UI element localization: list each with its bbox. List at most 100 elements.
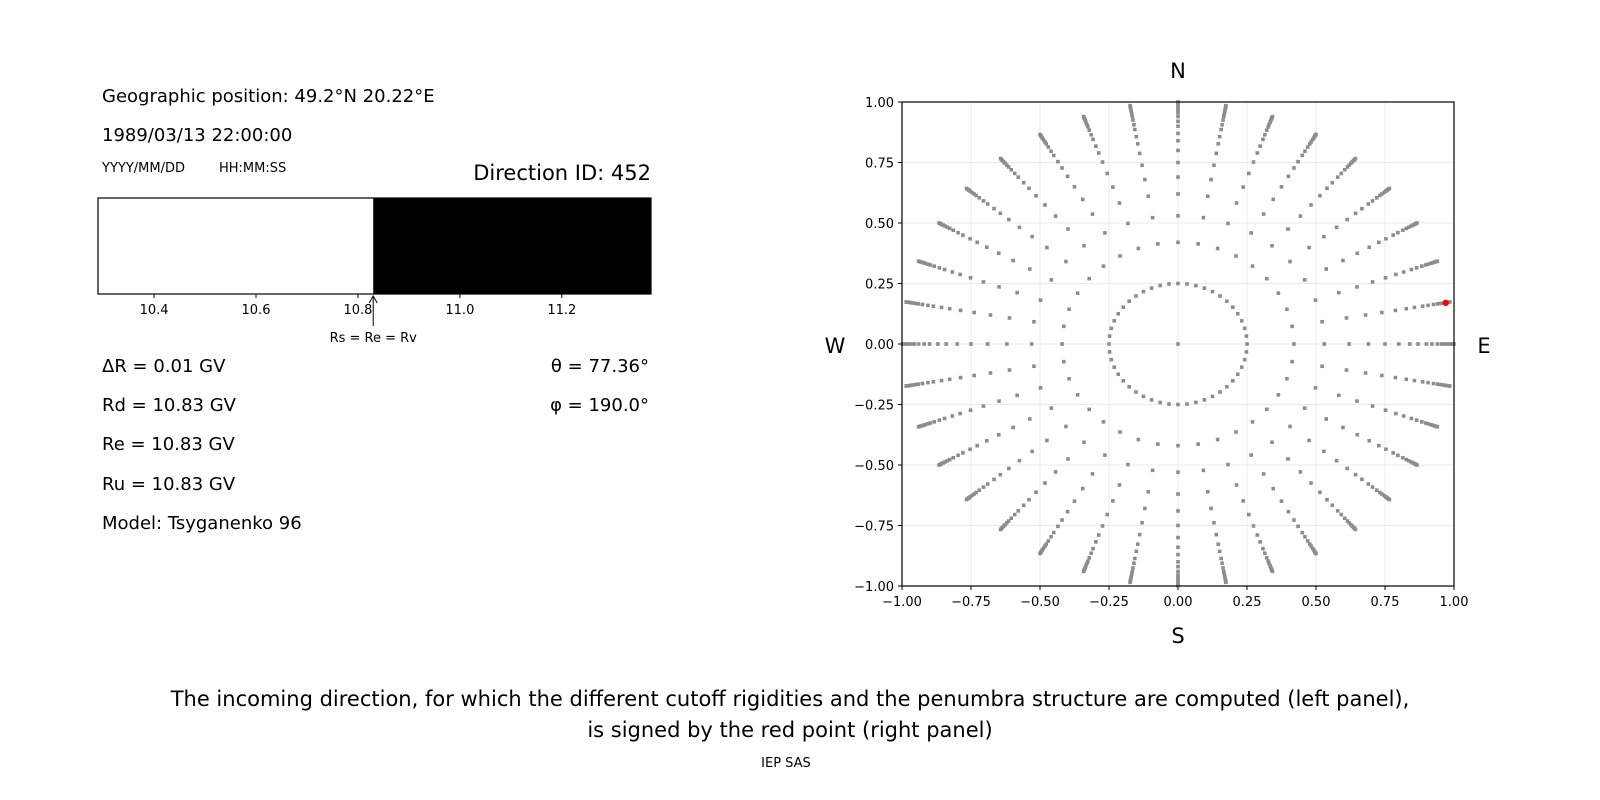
direction-point xyxy=(1176,470,1180,475)
direction-point xyxy=(1130,569,1135,574)
direction-point xyxy=(1353,211,1358,216)
direction-point xyxy=(1038,551,1042,556)
direction-point xyxy=(1201,215,1206,220)
direction-point xyxy=(1196,442,1200,446)
direction-point xyxy=(964,497,969,502)
direction-point xyxy=(1335,509,1340,513)
direction-point xyxy=(1216,542,1221,546)
direction-point xyxy=(1117,483,1122,487)
direction-point xyxy=(1028,267,1032,271)
direction-point xyxy=(969,342,973,346)
direction-point xyxy=(1176,342,1180,346)
direction-point xyxy=(1086,125,1090,129)
direction-point xyxy=(1062,324,1066,329)
direction-point xyxy=(1045,438,1049,443)
direction-point xyxy=(1270,440,1274,445)
direction-point xyxy=(923,261,927,266)
direction-point xyxy=(1209,506,1213,511)
direction-point xyxy=(1235,372,1240,377)
direction-point xyxy=(950,270,955,274)
direction-point xyxy=(1286,174,1291,179)
direction-point xyxy=(1393,308,1398,313)
direction-point xyxy=(1320,364,1324,369)
direction-point xyxy=(947,457,952,462)
caption-line-2: is signed by the red point (right panel) xyxy=(587,718,993,742)
direction-point xyxy=(1149,398,1154,402)
direction-point xyxy=(1146,194,1151,199)
direction-point xyxy=(1209,177,1213,182)
x-tick-label: −0.25 xyxy=(1089,595,1129,610)
direction-point xyxy=(928,263,933,267)
direction-point xyxy=(1109,357,1114,362)
phi-value: φ = 190.0° xyxy=(550,395,649,416)
direction-point xyxy=(968,275,973,280)
direction-point xyxy=(928,421,933,425)
direction-point xyxy=(1105,512,1110,517)
direction-point xyxy=(1387,497,1392,502)
direction-point xyxy=(1409,460,1413,464)
direction-point xyxy=(1072,499,1077,503)
direction-point xyxy=(1339,512,1344,517)
direction-point xyxy=(939,305,944,310)
direction-point xyxy=(1052,530,1056,535)
direction-point xyxy=(1116,311,1121,316)
direction-point xyxy=(1176,131,1180,136)
direction-point xyxy=(1149,286,1154,290)
direction-point xyxy=(1307,245,1311,250)
direction-point xyxy=(1049,278,1054,282)
direction-point xyxy=(1366,482,1371,486)
direction-point xyxy=(925,262,930,266)
direction-point xyxy=(1431,260,1435,265)
x-tick-label: 0.00 xyxy=(1164,595,1193,610)
direction-point xyxy=(1176,578,1180,582)
direction-point xyxy=(1430,342,1434,346)
direction-point xyxy=(1429,261,1433,266)
direction-point xyxy=(1300,530,1304,535)
direction-point xyxy=(1222,574,1227,579)
direction-scatter-chart: −1.00−1.00 −0.75 −0.75 −0.50 −0.50 −0.25 −0.25… xyxy=(825,59,1491,648)
y-tick-label: 0.50 xyxy=(865,217,894,232)
direction-point xyxy=(1126,462,1130,467)
penumbra-segment xyxy=(98,198,374,294)
x-tick-label: 1.00 xyxy=(1440,595,1469,610)
direction-point xyxy=(1448,300,1452,304)
direction-point xyxy=(1261,546,1265,551)
direction-point xyxy=(1435,424,1440,429)
direction-point xyxy=(1121,379,1126,383)
direction-point xyxy=(1380,192,1384,196)
direction-point xyxy=(981,280,986,284)
direction-point xyxy=(909,300,913,305)
direction-point xyxy=(1341,258,1345,263)
direction-point xyxy=(1053,470,1058,474)
direction-point xyxy=(1034,490,1038,495)
direction-point xyxy=(1290,324,1294,329)
direction-point xyxy=(1318,490,1322,495)
direction-point xyxy=(1185,402,1189,406)
direction-point xyxy=(1334,458,1339,463)
direction-point xyxy=(1396,453,1400,458)
direction-point xyxy=(937,266,942,270)
ru-value: Ru = 10.83 GV xyxy=(102,474,236,495)
direction-point xyxy=(984,439,989,443)
direction-point xyxy=(1404,306,1409,311)
direction-point xyxy=(1012,512,1017,517)
direction-point xyxy=(958,411,962,416)
direction-point xyxy=(1396,230,1400,235)
direction-point xyxy=(1210,394,1215,399)
direction-point xyxy=(1309,481,1313,485)
direction-point xyxy=(1429,422,1433,427)
direction-point xyxy=(1230,305,1235,309)
direction-point xyxy=(904,300,908,304)
direction-point xyxy=(1355,285,1359,289)
direction-point xyxy=(937,463,941,467)
direction-point xyxy=(1196,242,1200,246)
direction-point xyxy=(1224,580,1228,585)
x-tick-label: 11.2 xyxy=(547,303,576,318)
direction-point xyxy=(1007,217,1011,222)
y-tick-label: −1.00 xyxy=(854,580,894,595)
direction-point xyxy=(1134,549,1139,554)
direction-point xyxy=(1049,406,1054,410)
direction-point xyxy=(1394,411,1398,416)
direction-point xyxy=(1391,451,1395,455)
direction-point xyxy=(1344,316,1349,320)
